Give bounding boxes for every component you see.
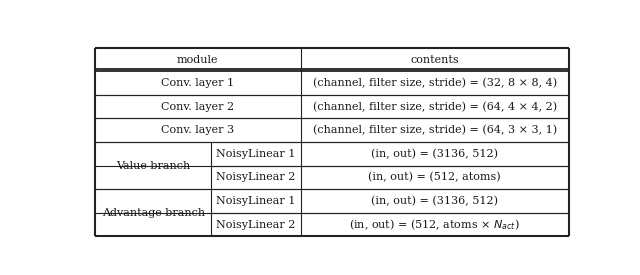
Text: Conv. layer 2: Conv. layer 2 — [161, 102, 234, 112]
Text: module: module — [177, 55, 218, 65]
Text: (channel, filter size, stride) = (64, 4 × 4, 2): (channel, filter size, stride) = (64, 4 … — [312, 101, 557, 112]
Text: (channel, filter size, stride) = (32, 8 × 8, 4): (channel, filter size, stride) = (32, 8 … — [312, 78, 557, 88]
Text: contents: contents — [410, 55, 459, 65]
Text: Conv. layer 1: Conv. layer 1 — [161, 78, 234, 88]
Text: (in, out) = (3136, 512): (in, out) = (3136, 512) — [371, 196, 498, 206]
Text: (in, out) = (512, atoms): (in, out) = (512, atoms) — [369, 172, 501, 183]
Text: NoisyLinear 1: NoisyLinear 1 — [216, 149, 296, 159]
Text: Advantage branch: Advantage branch — [102, 208, 205, 218]
Text: (in, out) = (3136, 512): (in, out) = (3136, 512) — [371, 149, 498, 159]
Text: (channel, filter size, stride) = (64, 3 × 3, 1): (channel, filter size, stride) = (64, 3 … — [312, 125, 557, 136]
Text: Value branch: Value branch — [116, 161, 190, 170]
Text: (in, out) = (512, atoms $\times$ $N_{act}$): (in, out) = (512, atoms $\times$ $N_{act… — [349, 217, 520, 232]
Text: NoisyLinear 2: NoisyLinear 2 — [216, 219, 296, 230]
Text: Conv. layer 3: Conv. layer 3 — [161, 125, 234, 135]
Text: NoisyLinear 2: NoisyLinear 2 — [216, 172, 296, 182]
Text: NoisyLinear 1: NoisyLinear 1 — [216, 196, 296, 206]
